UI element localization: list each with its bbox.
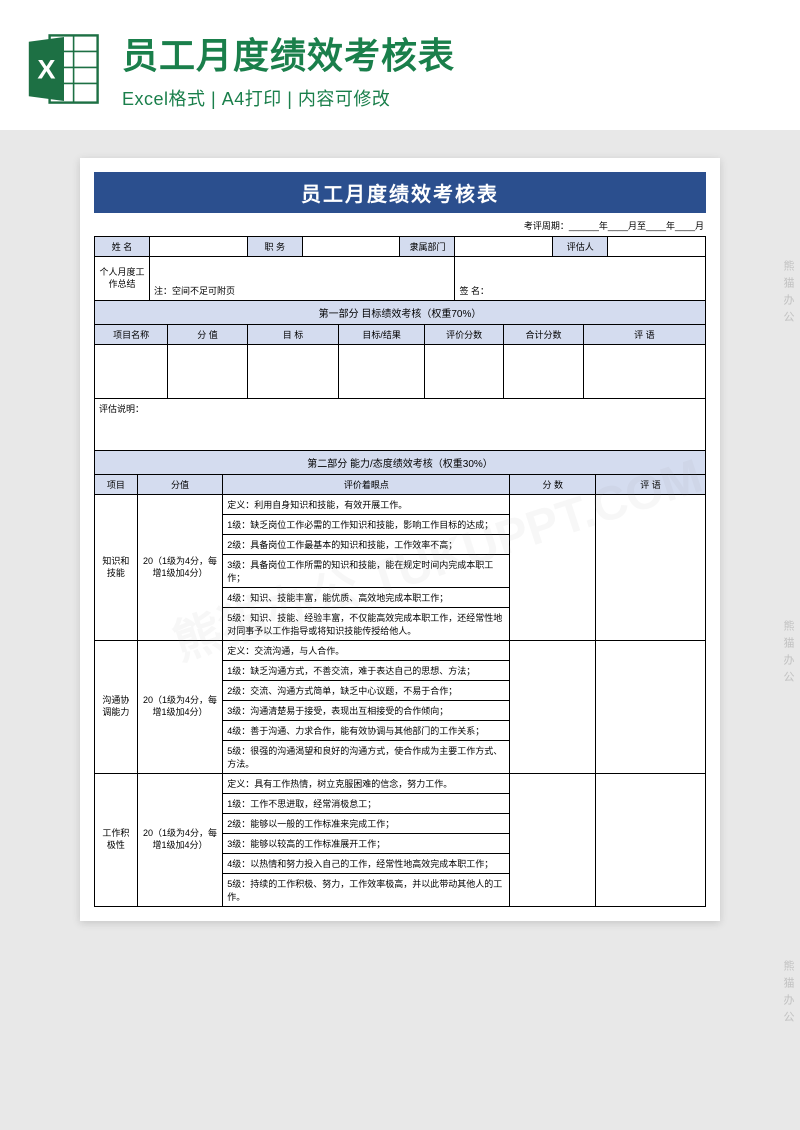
s2-score-note: 20（1级为4分，每增1级加4分） [137, 641, 223, 774]
s2-item-name: 工作积极性 [95, 774, 138, 907]
s1-explain: 评估说明： [95, 399, 706, 451]
s1-col-1: 分 值 [168, 325, 247, 345]
s2-criteria-row: 定义：具有工作热情，树立克服困难的信念，努力工作。 [223, 774, 510, 794]
s2-criteria-row: 定义：利用自身知识和技能，有效开展工作。 [223, 495, 510, 515]
s2-criteria-row: 5级：持续的工作积极、努力，工作效率极高，并以此带动其他人的工作。 [223, 874, 510, 907]
section1-table: 第一部分 目标绩效考核（权重70%） 项目名称 分 值 目 标 目标/结果 评价… [94, 300, 706, 451]
s2-col-3: 分 数 [510, 475, 596, 495]
document-page: 员工月度绩效考核表 考评周期：______年____月至____年____月 姓… [80, 158, 720, 921]
s2-criteria-row: 2级：能够以一般的工作标准来完成工作； [223, 814, 510, 834]
s2-col-1: 分值 [137, 475, 223, 495]
s2-criteria-row: 1级：工作不思进取，经常消极怠工； [223, 794, 510, 814]
s1-col-4: 评价分数 [424, 325, 503, 345]
s1-col-3: 目标/结果 [339, 325, 425, 345]
s2-score-cell [510, 774, 596, 907]
side-watermark-3: 熊猫办公 [780, 960, 796, 1028]
s2-criteria-row: 5级：知识、技能、经验丰富，不仅能高效完成本职工作，还经常性地对同事予以工作指导… [223, 608, 510, 641]
s1-col-0: 项目名称 [95, 325, 168, 345]
s2-col-2: 评价着眼点 [223, 475, 510, 495]
banner-title: 员工月度绩效考核表 [122, 27, 776, 79]
side-watermark-2: 熊猫办公 [780, 620, 796, 688]
s1-col-5: 合计分数 [504, 325, 583, 345]
s2-score-note: 20（1级为4分，每增1级加4分） [137, 495, 223, 641]
s2-criteria-row: 3级：沟通清楚易于接受，表现出互相接受的合作倾向； [223, 701, 510, 721]
s2-criteria-row: 4级：善于沟通、力求合作，能有效协调与其他部门的工作关系； [223, 721, 510, 741]
s2-criteria-row: 3级：能够以较高的工作标准展开工作； [223, 834, 510, 854]
sign-label: 签 名： [455, 257, 706, 301]
label-summary: 个人月度工作总结 [95, 257, 150, 301]
banner-subtitle: Excel格式 | A4打印 | 内容可修改 [122, 85, 776, 111]
field-position [302, 237, 400, 257]
s2-comment-cell [596, 495, 706, 641]
template-banner: X 员工月度绩效考核表 Excel格式 | A4打印 | 内容可修改 [0, 0, 800, 130]
side-watermark-1: 熊猫办公 [780, 260, 796, 328]
section2-table: 第二部分 能力/态度绩效考核（权重30%） 项目 分值 评价着眼点 分 数 评 … [94, 450, 706, 907]
label-dept: 隶属部门 [400, 237, 455, 257]
s2-criteria-row: 1级：缺乏岗位工作必需的工作知识和技能，影响工作目标的达成； [223, 515, 510, 535]
s1-col-2: 目 标 [247, 325, 339, 345]
field-name [149, 237, 247, 257]
s2-score-cell [510, 641, 596, 774]
s2-score-cell [510, 495, 596, 641]
s2-criteria-row: 4级：以热情和努力投入自己的工作，经常性地高效完成本职工作； [223, 854, 510, 874]
s2-criteria-row: 2级：具备岗位工作最基本的知识和技能，工作效率不高； [223, 535, 510, 555]
section1-title: 第一部分 目标绩效考核（权重70%） [95, 301, 706, 325]
s2-score-note: 20（1级为4分，每增1级加4分） [137, 774, 223, 907]
info-table: 姓 名 职 务 隶属部门 评估人 个人月度工作总结 注：空间不足可附页 签 名： [94, 236, 706, 301]
s2-criteria-row: 5级：很强的沟通渴望和良好的沟通方式，使合作成为主要工作方式、方法。 [223, 741, 510, 774]
field-evaluator [608, 237, 706, 257]
s2-criteria-row: 2级：交流、沟通方式简单，缺乏中心议题，不易于合作； [223, 681, 510, 701]
s2-criteria-row: 4级：知识、技能丰富，能优质、高效地完成本职工作； [223, 588, 510, 608]
s2-comment-cell [596, 641, 706, 774]
s2-item-name: 知识和技能 [95, 495, 138, 641]
period-line: 考评周期：______年____月至____年____月 [94, 213, 706, 236]
s2-item-name: 沟通协调能力 [95, 641, 138, 774]
svg-text:X: X [37, 54, 55, 85]
s2-col-4: 评 语 [596, 475, 706, 495]
label-evaluator: 评估人 [553, 237, 608, 257]
section2-title: 第二部分 能力/态度绩效考核（权重30%） [95, 451, 706, 475]
s2-comment-cell [596, 774, 706, 907]
doc-title: 员工月度绩效考核表 [94, 172, 706, 213]
label-name: 姓 名 [95, 237, 150, 257]
summary-note: 注：空间不足可附页 [149, 257, 454, 301]
s1-col-6: 评 语 [583, 325, 705, 345]
excel-icon: X [24, 29, 104, 109]
s2-criteria-row: 1级：缺乏沟通方式，不善交流，难于表达自己的思想、方法； [223, 661, 510, 681]
label-position: 职 务 [247, 237, 302, 257]
s2-criteria-row: 3级：具备岗位工作所需的知识和技能，能在规定时间内完成本职工作； [223, 555, 510, 588]
s2-criteria-row: 定义：交流沟通，与人合作。 [223, 641, 510, 661]
s2-col-0: 项目 [95, 475, 138, 495]
field-dept [455, 237, 553, 257]
